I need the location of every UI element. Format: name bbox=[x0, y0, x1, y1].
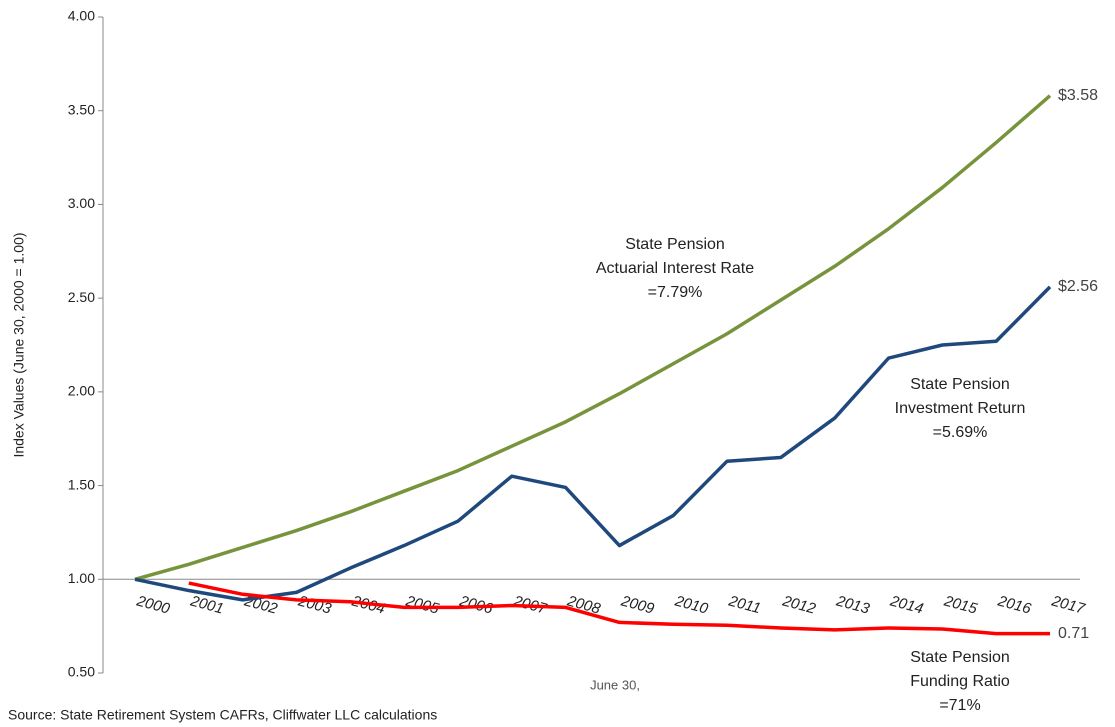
value-label: $3.58 bbox=[1058, 87, 1098, 104]
series-annotation: Funding Ratio bbox=[910, 673, 1010, 690]
series-annotation: Actuarial Interest Rate bbox=[596, 260, 754, 277]
series-annotation: =7.79% bbox=[648, 284, 703, 301]
value-label: 0.71 bbox=[1058, 625, 1089, 642]
y-axis-label: Index Values (June 30, 2000 = 1.00) bbox=[11, 232, 27, 457]
y-tick-label: 3.50 bbox=[68, 101, 95, 117]
x-tick-label: 2013 bbox=[834, 592, 872, 617]
x-tick-label: 2017 bbox=[1049, 592, 1087, 617]
series-annotation: State Pension bbox=[625, 236, 725, 253]
series-annotation: Investment Return bbox=[895, 400, 1026, 417]
source: Source: State Retirement System CAFRs, C… bbox=[8, 707, 437, 723]
x-axis-label: June 30, bbox=[590, 677, 640, 692]
series-line bbox=[134, 94, 1052, 581]
series-annotation: State Pension bbox=[910, 376, 1010, 393]
x-tick-label: 2005 bbox=[403, 592, 441, 617]
y-tick-label: 1.00 bbox=[68, 570, 95, 586]
y-tick-label: 0.50 bbox=[68, 664, 95, 680]
x-tick-label: 2011 bbox=[726, 592, 763, 617]
series-annotation: State Pension bbox=[910, 649, 1010, 666]
series-annotation: =5.69% bbox=[933, 424, 988, 441]
x-tick-label: 2016 bbox=[995, 592, 1033, 617]
x-tick-label: 2000 bbox=[134, 592, 172, 617]
y-tick-label: 2.00 bbox=[68, 383, 95, 399]
x-tick-label: 2010 bbox=[672, 592, 710, 617]
series-line bbox=[134, 285, 1052, 602]
x-tick-label: 2009 bbox=[618, 592, 656, 617]
series-annotation: =71% bbox=[939, 697, 980, 714]
y-tick-label: 4.00 bbox=[68, 8, 95, 24]
x-tick-label: 2003 bbox=[295, 592, 333, 617]
series-line bbox=[188, 581, 1050, 636]
y-tick-label: 1.50 bbox=[68, 476, 95, 492]
y-tick-label: 3.00 bbox=[68, 195, 95, 211]
value-label: $2.56 bbox=[1058, 278, 1098, 295]
x-tick-label: 2015 bbox=[941, 592, 979, 617]
x-tick-label: 2012 bbox=[780, 592, 818, 617]
y-tick-label: 2.50 bbox=[68, 289, 95, 305]
x-tick-label: 2014 bbox=[888, 592, 926, 617]
